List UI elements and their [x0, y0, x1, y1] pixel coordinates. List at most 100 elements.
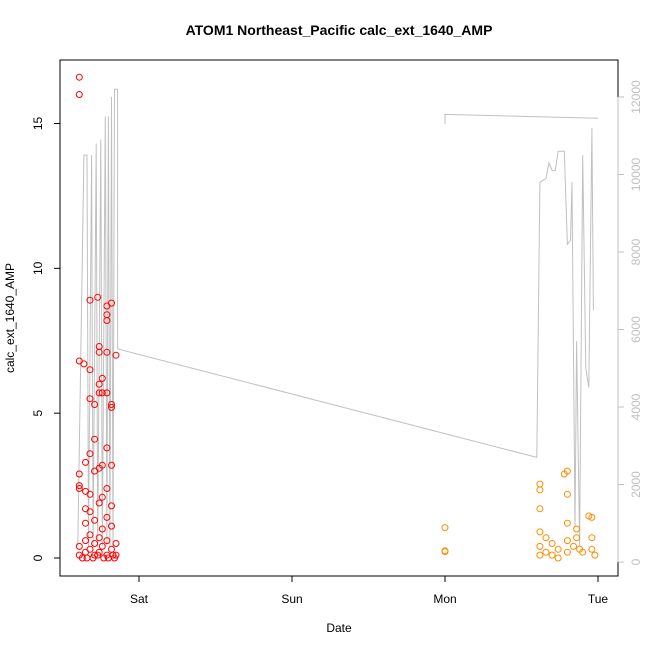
data-point-s1-46 [103, 317, 111, 324]
data-point-s1-4 [75, 482, 83, 490]
data-point-s1-38 [98, 374, 106, 382]
data-point-s2-25 [579, 548, 587, 556]
data-point-s1-58 [108, 502, 115, 510]
data-point-s2-17 [563, 490, 571, 498]
data-point-s1-68 [100, 554, 108, 562]
data-point-s2-8 [536, 551, 544, 559]
data-point-s1-49 [103, 444, 111, 452]
x-tick-label-3: Tue [588, 592, 609, 606]
data-point-s1-21 [86, 531, 94, 539]
data-point-s1-57 [108, 461, 115, 469]
data-point-s1-56 [108, 403, 115, 411]
data-point-s1-29 [94, 293, 102, 301]
data-point-s1-6 [75, 542, 83, 550]
data-point-s2-18 [563, 519, 571, 527]
y-right-tick-label-2: 4000 [629, 393, 643, 420]
data-point-s1-36 [95, 534, 103, 542]
y-right-tick-label-1: 2000 [629, 471, 643, 498]
data-point-s1-50 [103, 485, 111, 492]
data-point-s1-62 [112, 540, 120, 547]
data-point-s1-55 [108, 401, 115, 408]
y-right-tick-label-4: 8000 [629, 238, 643, 265]
data-point-s1-64 [78, 554, 86, 562]
data-point-s1-67 [94, 551, 102, 559]
data-point-s1-19 [86, 490, 94, 498]
data-point-s1-27 [91, 540, 99, 547]
data-point-s2-2 [441, 548, 449, 556]
data-point-s1-59 [108, 522, 115, 530]
data-point-s2-4 [536, 486, 544, 494]
data-point-s1-18 [86, 450, 94, 458]
y-right-tick-label-5: 10000 [629, 157, 643, 191]
data-point-s2-28 [588, 534, 596, 542]
data-point-s1-8 [80, 360, 88, 368]
data-point-s2-22 [573, 534, 581, 542]
data-point-s1-12 [82, 519, 89, 527]
data-point-s2-0 [441, 524, 449, 532]
data-point-s2-9 [542, 534, 550, 542]
data-point-s1-41 [98, 493, 106, 501]
data-point-s2-23 [573, 525, 581, 533]
data-point-s1-31 [95, 348, 103, 356]
y-tick-label-0: 0 [31, 554, 45, 561]
data-point-s1-32 [95, 380, 103, 388]
data-point-s1-54 [108, 299, 115, 307]
data-point-s2-6 [536, 528, 544, 536]
data-point-s2-21 [570, 542, 577, 550]
data-point-s1-26 [91, 516, 99, 524]
data-point-s1-40 [98, 461, 106, 469]
data-point-s1-48 [103, 389, 111, 397]
data-point-s1-20 [86, 508, 94, 516]
data-point-s1-5 [75, 485, 83, 492]
data-point-s1-71 [111, 554, 118, 562]
y-tick-label-2: 10 [31, 261, 45, 275]
data-point-s1-13 [82, 537, 89, 545]
data-point-s1-51 [103, 513, 111, 521]
x-tick-label-1: Sun [281, 592, 302, 606]
plot-frame [59, 59, 619, 577]
y-tick-label-3: 15 [31, 117, 45, 131]
y-right-tick-label-3: 6000 [629, 316, 643, 343]
data-point-s2-19 [563, 537, 571, 545]
data-point-s1-47 [103, 348, 111, 356]
data-point-s1-60 [108, 545, 115, 553]
data-point-s2-13 [554, 545, 562, 553]
y-right-tick-label-0: 0 [629, 558, 643, 565]
data-point-s2-7 [536, 542, 544, 550]
data-point-s1-0 [75, 73, 83, 81]
data-point-s2-5 [536, 505, 544, 513]
line-series-right-axis-2 [444, 113, 599, 125]
data-point-s1-23 [91, 401, 99, 408]
data-point-s1-42 [98, 525, 106, 533]
data-point-s1-15 [86, 296, 94, 304]
data-point-s1-22 [86, 545, 94, 553]
data-point-s1-16 [86, 366, 94, 374]
data-point-s1-61 [112, 351, 120, 359]
data-point-s2-27 [588, 513, 596, 521]
y-right-tick-label-6: 12000 [629, 80, 643, 114]
data-point-s1-3 [75, 470, 83, 478]
line-series-right-axis [77, 88, 594, 547]
chart-title: ATOM1 Northeast_Pacific calc_ext_1640_AM… [186, 22, 493, 38]
data-point-s2-29 [588, 545, 596, 553]
data-point-s1-35 [95, 499, 103, 507]
data-point-s2-11 [548, 540, 556, 547]
data-point-s1-9 [82, 458, 89, 466]
data-point-s2-14 [554, 554, 562, 562]
data-point-s2-3 [536, 480, 544, 488]
data-point-s1-39 [98, 389, 106, 397]
x-tick-label-2: Mon [433, 592, 456, 606]
plot-area: Sat Sun Mon Tue 0 5 10 15 0 2000 4000 6000 8000 10000… [31, 59, 643, 606]
data-point-s2-30 [591, 551, 599, 559]
x-tick-label-0: Sat [130, 592, 149, 606]
data-point-s1-33 [95, 389, 103, 397]
y-axis-label: calc_ext_1640_AMP [3, 263, 17, 373]
data-point-s1-1 [75, 91, 83, 98]
data-point-s2-12 [548, 551, 556, 559]
data-point-s1-43 [98, 542, 106, 550]
y-tick-label-1: 5 [31, 410, 45, 417]
data-point-s1-24 [91, 435, 99, 443]
data-point-s2-16 [563, 467, 571, 475]
